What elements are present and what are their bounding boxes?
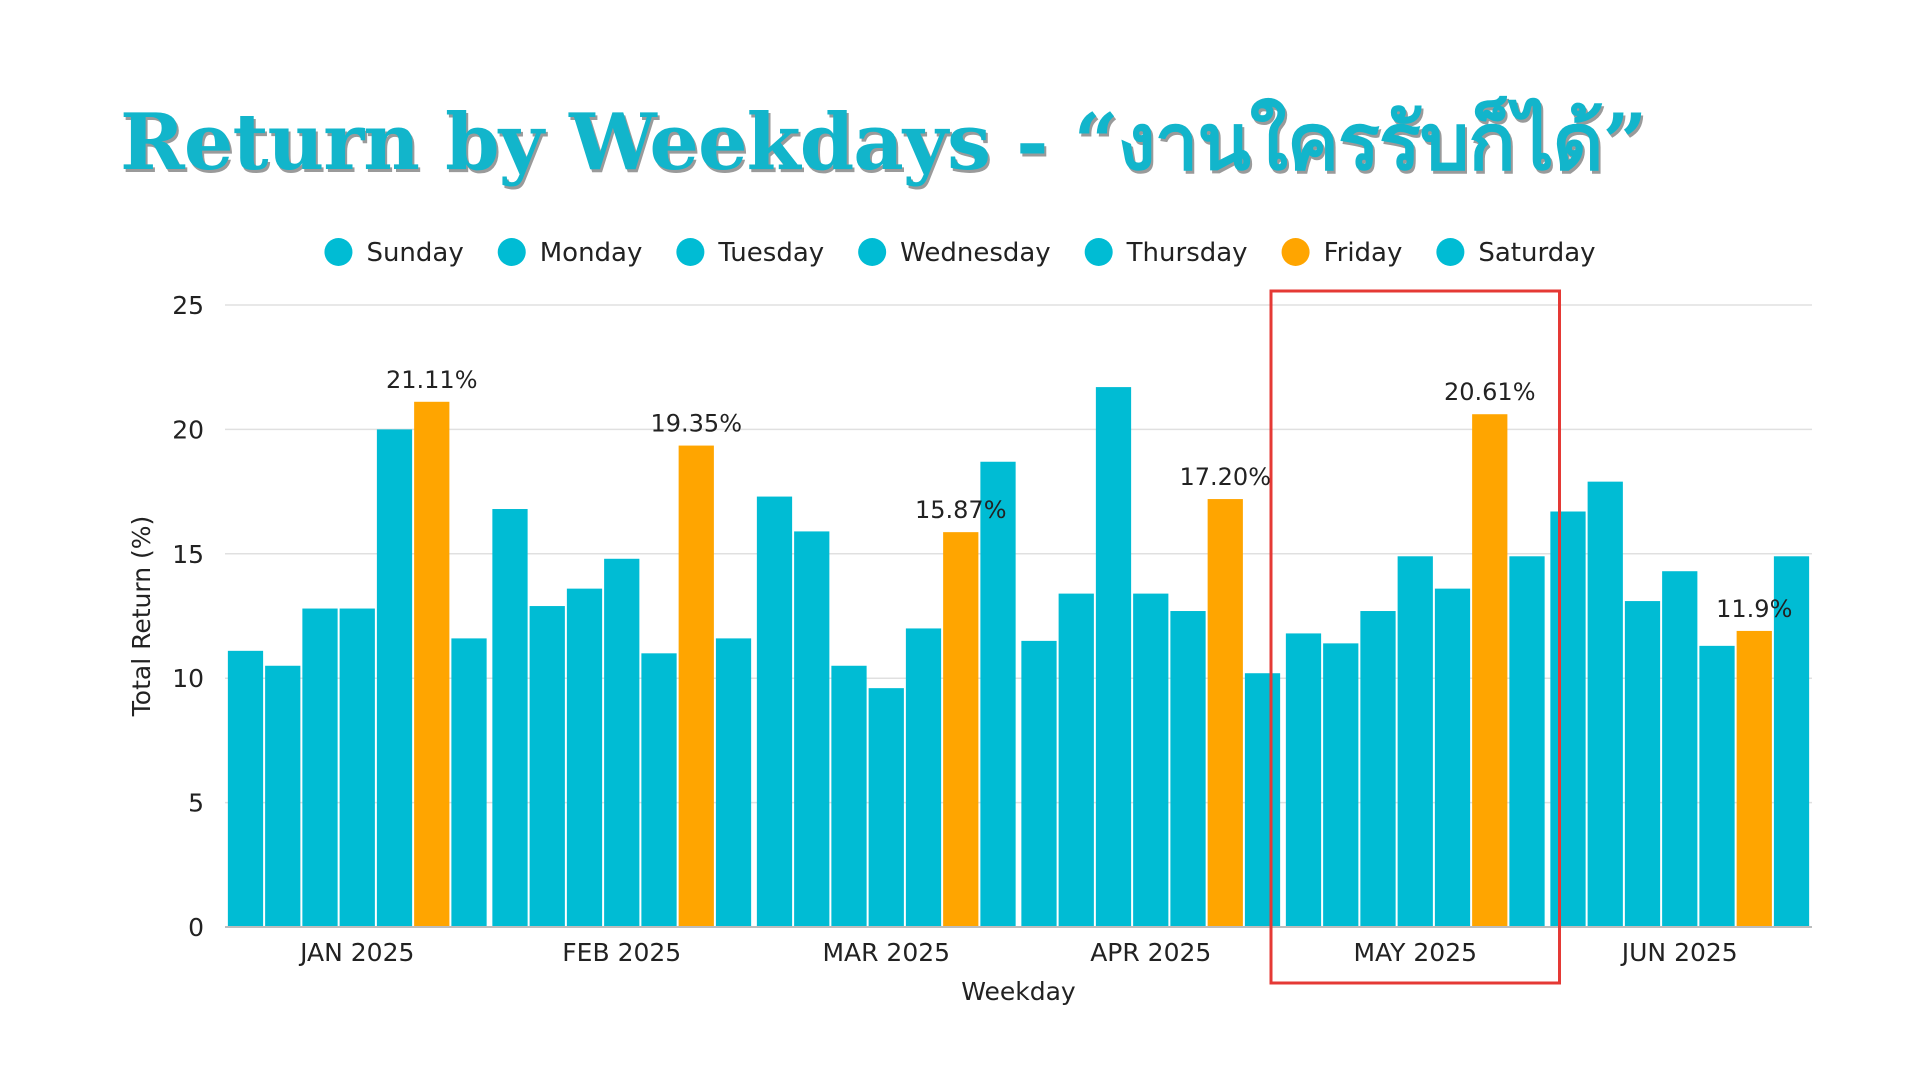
bar-apr-2025-friday [1207,499,1243,927]
bar-jan-2025-tuesday [302,608,338,927]
bar-mar-2025-friday [943,532,979,927]
bar-apr-2025-wednesday [1133,593,1169,927]
bar-jun-2025-monday [1587,481,1623,927]
bar-feb-2025-tuesday [566,588,603,927]
legend-label-monday: Monday [540,238,643,268]
x-tick-label-mar-2025: MAR 2025 [822,938,950,967]
bar-may-2025-thursday [1434,588,1471,927]
legend-label-thursday: Thursday [1126,238,1248,268]
x-tick-label-jan-2025: JAN 2025 [298,938,414,967]
data-label-may-2025: 20.61% [1444,378,1536,406]
bar-jun-2025-thursday [1699,645,1735,927]
legend-marker-friday [1281,238,1310,266]
legend-label-tuesday: Tuesday [717,238,824,268]
bar-feb-2025-sunday [492,509,528,927]
y-tick-label-0: 0 [188,913,204,942]
bars [227,387,1810,927]
bar-may-2025-monday [1323,643,1359,927]
grid-lines [225,304,1812,804]
y-tick-label-10: 10 [172,664,204,693]
legend-marker-saturday [1436,238,1465,266]
data-label-jan-2025: 21.11% [386,366,478,394]
bar-may-2025-sunday [1285,633,1322,927]
x-tick-label-jun-2025: JUN 2025 [1620,938,1738,967]
bar-jan-2025-saturday [451,638,487,927]
chart-title: Return by Weekdays - “งานใครรับก็ได้” [120,97,1647,188]
y-tick-label-20: 20 [172,415,204,444]
bar-apr-2025-tuesday [1095,387,1132,927]
legend-label-saturday: Saturday [1478,238,1595,268]
x-tick-label-apr-2025: APR 2025 [1090,938,1211,967]
bar-apr-2025-sunday [1021,640,1057,927]
data-label-feb-2025: 19.35% [650,410,742,438]
bar-mar-2025-saturday [980,461,1016,927]
y-tick-label-25: 25 [172,291,204,320]
bar-jun-2025-saturday [1773,556,1810,927]
bar-jun-2025-tuesday [1624,601,1661,927]
highlight-box-may-2025 [1269,289,1561,985]
bar-mar-2025-tuesday [831,665,867,927]
data-label-apr-2025: 17.20% [1179,463,1271,491]
legend-marker-tuesday [676,238,705,266]
bar-jan-2025-sunday [227,650,264,927]
axes: 0 5 10 15 20 25 JAN 2025 FEB 2025 MAR 2025 APR 20… [127,289,1812,1006]
bar-jan-2025-monday [265,665,301,927]
bar-apr-2025-thursday [1170,611,1206,927]
bar-jun-2025-wednesday [1662,571,1698,927]
bar-may-2025-saturday [1509,556,1545,927]
legend-marker-thursday [1084,238,1113,266]
x-axis-title: Weekday [961,977,1076,1006]
bar-mar-2025-thursday [905,628,942,927]
bar-mar-2025-monday [794,531,830,927]
y-tick-label-5: 5 [188,789,204,818]
x-tick-label-may-2025: MAY 2025 [1353,938,1477,967]
bar-may-2025-tuesday [1360,611,1396,927]
data-labels: 21.11% 19.35% 15.87% 17.20% 20.61% 11.9% [386,366,1792,623]
bar-mar-2025-sunday [756,496,793,927]
bar-feb-2025-wednesday [604,558,640,927]
legend-label-wednesday: Wednesday [900,238,1051,268]
bar-feb-2025-friday [678,445,714,927]
bar-feb-2025-saturday [715,638,752,927]
bar-mar-2025-wednesday [868,688,904,927]
legend-marker-monday [497,238,526,266]
bar-feb-2025-monday [529,606,565,927]
bar-may-2025-friday [1472,414,1508,927]
legend: Sunday Monday Tuesday Wednesday Thursday Frid… [324,238,1596,268]
legend-label-friday: Friday [1324,238,1403,268]
legend-marker-sunday [324,238,353,266]
bar-jun-2025-friday [1736,630,1772,927]
bar-jan-2025-friday [414,401,450,927]
data-label-jun-2025: 11.9% [1716,595,1792,623]
y-axis-title: Total Return (%) [127,516,156,718]
bar-may-2025-wednesday [1397,556,1433,927]
legend-marker-wednesday [858,238,887,266]
legend-label-sunday: Sunday [366,238,463,268]
y-tick-label-15: 15 [172,540,204,569]
bar-jun-2025-sunday [1550,511,1586,927]
bar-jan-2025-thursday [376,429,413,927]
x-tick-label-feb-2025: FEB 2025 [562,938,681,967]
data-label-mar-2025: 15.87% [915,496,1007,524]
bar-feb-2025-thursday [641,653,677,927]
bar-jan-2025-wednesday [339,608,375,927]
bar-apr-2025-saturday [1244,673,1281,927]
bar-apr-2025-monday [1058,593,1094,927]
